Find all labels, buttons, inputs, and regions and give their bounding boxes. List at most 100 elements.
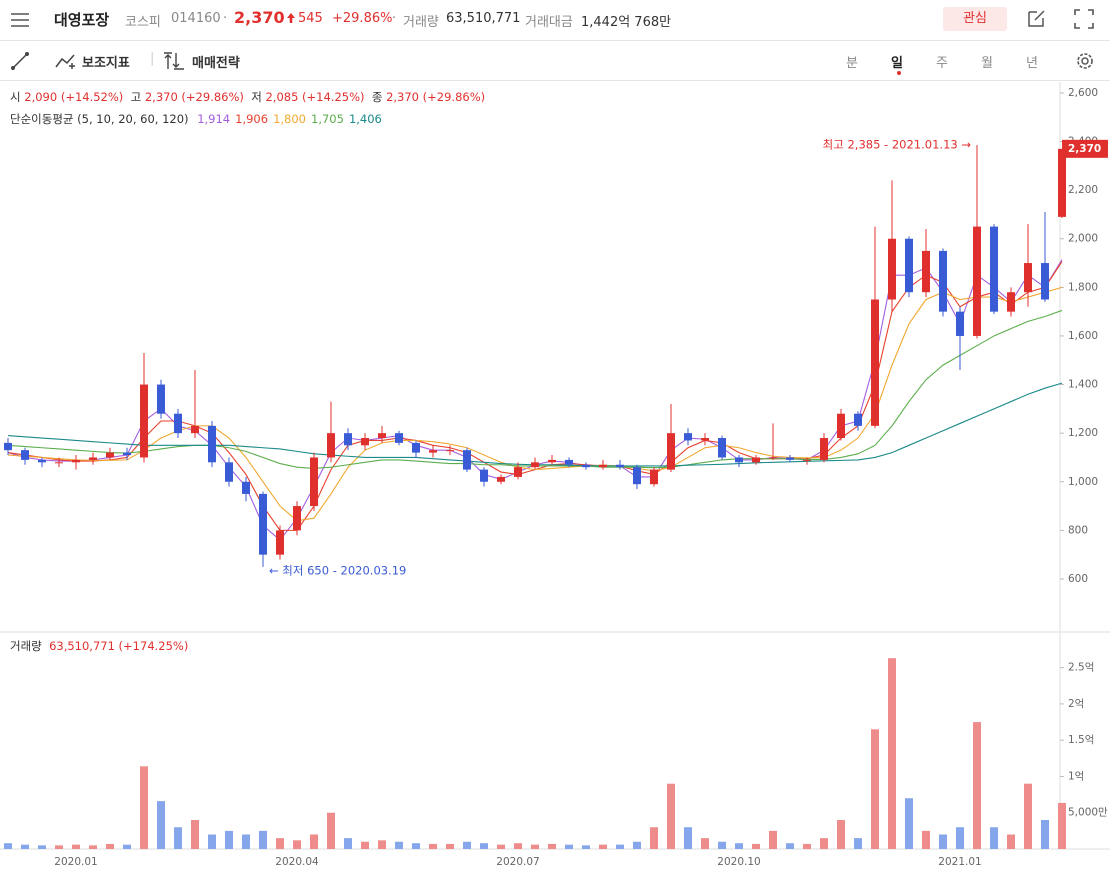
y-tick-label: 2.5억 [1068, 662, 1094, 674]
candle-body [446, 450, 454, 452]
settings-icon[interactable] [1074, 50, 1096, 72]
value: 2,085 (+14.25%) [265, 90, 365, 104]
stock-name: 대영포장 [54, 11, 110, 29]
volume-bar [633, 841, 641, 849]
x-tick-label: 2020.10 [717, 856, 760, 868]
menu-icon[interactable] [10, 10, 30, 30]
volume-bar [497, 844, 505, 849]
ohlc-legend: 시 2,090 (+14.52%) 고 2,370 (+29.86%) 저 2,… [10, 89, 485, 105]
candle-body [395, 433, 403, 443]
volume-bar [106, 843, 114, 849]
volume-bar [565, 844, 573, 849]
volume-bar [956, 827, 964, 849]
candle-body [871, 299, 879, 426]
change-pct: +29.86% [332, 11, 393, 26]
period-tab[interactable]: 년 [1026, 56, 1038, 71]
candle-body [888, 238, 896, 300]
candle-body [973, 226, 981, 336]
volume-bar [684, 827, 692, 849]
volume-bar [21, 844, 29, 849]
candle-body [582, 464, 590, 468]
volume-bar [905, 798, 913, 849]
indicator-icon[interactable] [54, 51, 78, 71]
toolbar: 보조지표 | 매매전략 분 일 주 월 년 [0, 41, 1110, 81]
candle-body [718, 438, 726, 458]
strategy-icon[interactable] [163, 51, 187, 71]
volume-bar [208, 834, 216, 849]
period-tab-active[interactable]: 일 [891, 56, 903, 71]
volume-bar [72, 844, 80, 849]
candle-body [599, 464, 607, 468]
period-tab[interactable]: 월 [981, 56, 993, 71]
candle-body [531, 462, 539, 468]
volume-bar [837, 819, 845, 849]
period-tab[interactable]: 주 [936, 56, 948, 71]
candle-body [480, 469, 488, 482]
indicators-button[interactable]: 보조지표 [82, 56, 130, 71]
watch-button[interactable]: 관심 [943, 7, 1007, 31]
candle-body [123, 452, 131, 456]
volume-bar [259, 830, 267, 849]
candle-body [21, 450, 29, 460]
candle-body [633, 467, 641, 485]
draw-icon[interactable] [10, 51, 30, 71]
y-tick-label: 2,600 [1068, 87, 1098, 99]
volume-bar [616, 844, 624, 849]
volume-bar [378, 840, 386, 849]
candle-body [769, 457, 777, 459]
x-tick-label: 2020.07 [496, 856, 539, 868]
candle-body [497, 476, 505, 482]
edit-icon[interactable] [1027, 8, 1047, 28]
volume-bar [1058, 802, 1066, 849]
candle-body [55, 462, 63, 464]
value: 63,510,771 (+174.25%) [49, 639, 189, 653]
moving-average-line [7, 286, 1063, 522]
max-annotation: 최고 2,385 - 2021.01.13 → [823, 138, 972, 152]
candle-body [565, 459, 573, 465]
volume-bar [922, 830, 930, 849]
candle-body [293, 506, 301, 531]
volume-bar [310, 834, 318, 849]
volume-bar [752, 843, 760, 849]
candle-body [1058, 148, 1066, 217]
candle-body [1007, 292, 1015, 312]
candle-body [650, 469, 658, 485]
chart: 600 800 1,000 1,200 1,400 1,600 1,800 2,000 2,20… [0, 82, 1110, 868]
strategy-button[interactable]: 매매전략 [192, 56, 240, 71]
candle-body [548, 459, 556, 463]
candle-body [514, 467, 522, 477]
volume-bar [361, 841, 369, 849]
volume-bar [412, 843, 420, 849]
volume-bar [344, 838, 352, 849]
volume-bar [293, 840, 301, 849]
active-dot [897, 71, 901, 75]
label: 거래량 [10, 639, 42, 653]
amount-label: 거래대금 [525, 15, 573, 30]
volume-bar [718, 841, 726, 849]
volume-bar [803, 843, 811, 849]
up-arrow [287, 13, 295, 23]
candle-body [310, 457, 318, 507]
candle-body [191, 425, 199, 434]
y-tick-label: 1,800 [1068, 281, 1098, 293]
volume-bar [582, 845, 590, 849]
candle-body [667, 433, 675, 470]
change: 545 [298, 11, 323, 26]
ma-value: 1,914 [197, 112, 231, 126]
ma-value: 1,406 [348, 112, 382, 126]
volume-bar [174, 827, 182, 849]
y-tick-label: 2억 [1068, 698, 1084, 710]
period-tab[interactable]: 분 [846, 56, 858, 71]
fullscreen-icon[interactable] [1074, 9, 1094, 29]
candle-body [854, 413, 862, 426]
y-tick-label: 1,200 [1068, 427, 1098, 439]
y-tick-label: 1,400 [1068, 379, 1098, 391]
ma-value: 1,705 [311, 112, 344, 126]
candle-body [38, 459, 46, 463]
candle-body [72, 459, 80, 463]
volume-bar [480, 843, 488, 849]
candle-body [463, 450, 471, 470]
candle-body [242, 481, 250, 494]
y-tick-label: 600 [1068, 573, 1088, 585]
candle-body [327, 433, 335, 458]
